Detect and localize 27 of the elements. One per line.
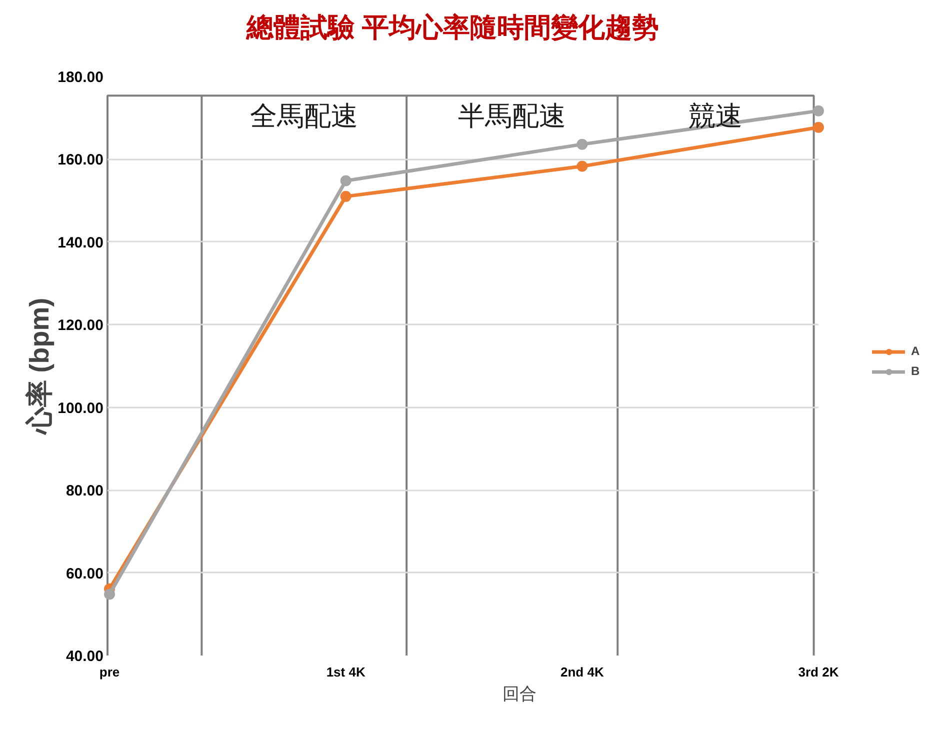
point — [812, 122, 824, 133]
annotation: 全馬配速 — [250, 100, 358, 131]
annotation: 半馬配速 — [458, 100, 566, 131]
legend-label: A — [911, 344, 921, 358]
chart-title: 總體試驗 平均心率隨時間變化趨勢 — [246, 12, 660, 42]
x-axis-title: 回合 — [502, 684, 536, 704]
y-tick-label: 180.00 — [58, 69, 104, 86]
annotation: 競速 — [688, 100, 743, 131]
point — [576, 138, 588, 150]
point — [812, 105, 824, 116]
y-tick-label: 40.00 — [66, 648, 104, 665]
x-tick-label: pre — [99, 664, 120, 680]
x-tick-label: 3rd 2K — [798, 664, 840, 680]
y-tick-label: 140.00 — [58, 234, 104, 252]
y-tick-label: 160.00 — [58, 152, 104, 169]
y-axis-title: 心率 (bpm) — [24, 298, 55, 436]
legend-label: B — [911, 364, 921, 378]
y-tick-label: 100.00 — [58, 400, 104, 417]
y-tick-label: 80.00 — [66, 482, 104, 500]
x-tick-label: 1st 4K — [326, 664, 366, 680]
x-tick-label: 2nd 4K — [560, 664, 604, 680]
point — [576, 160, 588, 172]
y-tick-label: 120.00 — [58, 317, 104, 334]
y-tick-label: 60.00 — [66, 565, 104, 582]
point — [340, 190, 352, 202]
point — [104, 588, 116, 600]
point — [340, 175, 352, 186]
